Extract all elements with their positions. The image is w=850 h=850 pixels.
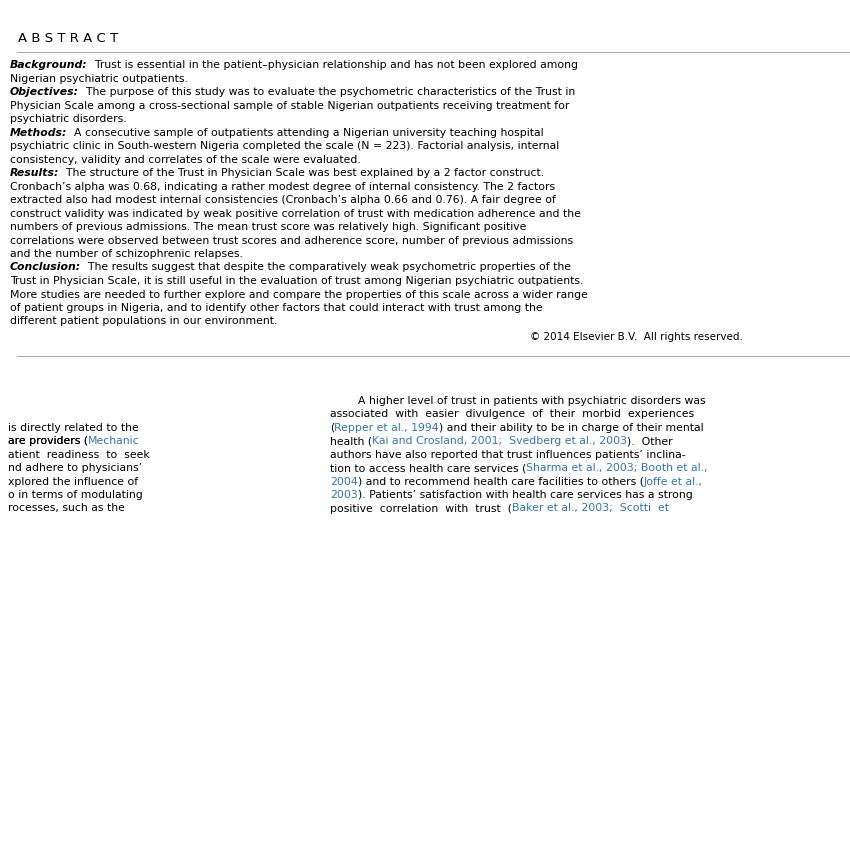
Text: Baker et al., 2003;  Scotti  et: Baker et al., 2003; Scotti et [512,503,669,513]
Text: A B S T R A C T: A B S T R A C T [18,32,118,45]
Text: extracted also had modest internal consistencies (Cronbach’s alpha 0.66 and 0.76: extracted also had modest internal consi… [10,195,556,205]
Text: ) and to recommend health care facilities to others (: ) and to recommend health care facilitie… [358,477,643,486]
Text: The structure of the Trust in Physician Scale was best explained by a 2 factor c: The structure of the Trust in Physician … [60,168,545,178]
Text: of patient groups in Nigeria, and to identify other factors that could interact : of patient groups in Nigeria, and to ide… [10,303,542,313]
Text: Mechanic: Mechanic [88,436,139,446]
Text: are providers (: are providers ( [8,436,88,446]
Text: nd adhere to physicians’: nd adhere to physicians’ [8,463,142,473]
Text: Background:: Background: [10,60,88,70]
Text: Objectives:: Objectives: [10,87,79,97]
Text: atient  readiness  to  seek: atient readiness to seek [8,450,150,460]
Text: Results:: Results: [10,168,60,178]
Text: Nigerian psychiatric outpatients.: Nigerian psychiatric outpatients. [10,73,188,83]
Text: are providers (: are providers ( [8,436,88,446]
Text: (: ( [330,422,334,433]
Text: 2003: 2003 [330,490,358,500]
Text: correlations were observed between trust scores and adherence score, number of p: correlations were observed between trust… [10,235,573,246]
Text: ) and their ability to be in charge of their mental: ) and their ability to be in charge of t… [439,422,703,433]
Text: and the number of schizophrenic relapses.: and the number of schizophrenic relapses… [10,249,243,259]
Text: More studies are needed to further explore and compare the properties of this sc: More studies are needed to further explo… [10,290,588,299]
Text: numbers of previous admissions. The mean trust score was relatively high. Signif: numbers of previous admissions. The mean… [10,222,526,232]
Text: Repper et al., 1994: Repper et al., 1994 [334,422,439,433]
Text: Trust is essential in the patient–physician relationship and has not been explor: Trust is essential in the patient–physic… [88,60,578,70]
Text: are providers (: are providers ( [8,436,88,446]
Text: associated  with  easier  divulgence  of  their  morbid  experiences: associated with easier divulgence of the… [330,409,694,419]
Text: rocesses, such as the: rocesses, such as the [8,503,125,513]
Text: psychiatric clinic in South-western Nigeria completed the scale (N = 223). Facto: psychiatric clinic in South-western Nige… [10,141,559,151]
Text: The purpose of this study was to evaluate the psychometric characteristics of th: The purpose of this study was to evaluat… [79,87,575,97]
Text: Trust in Physician Scale, it is still useful in the evaluation of trust among Ni: Trust in Physician Scale, it is still us… [10,276,583,286]
Text: A consecutive sample of outpatients attending a Nigerian university teaching hos: A consecutive sample of outpatients atte… [67,128,544,138]
Text: Kai and Crosland, 2001;  Svedberg et al., 2003: Kai and Crosland, 2001; Svedberg et al.,… [372,436,627,446]
Text: A higher level of trust in patients with psychiatric disorders was: A higher level of trust in patients with… [330,395,706,405]
Text: xplored the influence of: xplored the influence of [8,477,138,486]
Text: different patient populations in our environment.: different patient populations in our env… [10,316,277,326]
Text: 2004: 2004 [330,477,358,486]
Text: o in terms of modulating: o in terms of modulating [8,490,143,500]
Text: Physician Scale among a cross-sectional sample of stable Nigerian outpatients re: Physician Scale among a cross-sectional … [10,100,570,110]
Text: Joffe et al.,: Joffe et al., [643,477,703,486]
Text: Sharma et al., 2003; Booth et al.,: Sharma et al., 2003; Booth et al., [526,463,708,473]
Text: Conclusion:: Conclusion: [10,263,81,273]
Text: psychiatric disorders.: psychiatric disorders. [10,114,127,124]
Text: ). Patients’ satisfaction with health care services has a strong: ). Patients’ satisfaction with health ca… [358,490,693,500]
Text: is directly related to the: is directly related to the [8,422,139,433]
Text: construct validity was indicated by weak positive correlation of trust with medi: construct validity was indicated by weak… [10,208,581,218]
Text: The results suggest that despite the comparatively weak psychometric properties : The results suggest that despite the com… [81,263,571,273]
Text: are providers (: are providers ( [8,436,88,446]
Text: Cronbach’s alpha was 0.68, indicating a rather modest degree of internal consist: Cronbach’s alpha was 0.68, indicating a … [10,182,555,191]
Text: positive  correlation  with  trust  (: positive correlation with trust ( [330,503,512,513]
Text: Methods:: Methods: [10,128,67,138]
Text: consistency, validity and correlates of the scale were evaluated.: consistency, validity and correlates of … [10,155,360,165]
Text: authors have also reported that trust influences patients’ inclina-: authors have also reported that trust in… [330,450,686,460]
Text: © 2014 Elsevier B.V.  All rights reserved.: © 2014 Elsevier B.V. All rights reserved… [530,332,743,342]
Text: ).  Other: ). Other [627,436,672,446]
Text: tion to access health care services (: tion to access health care services ( [330,463,526,473]
Text: health (: health ( [330,436,372,446]
